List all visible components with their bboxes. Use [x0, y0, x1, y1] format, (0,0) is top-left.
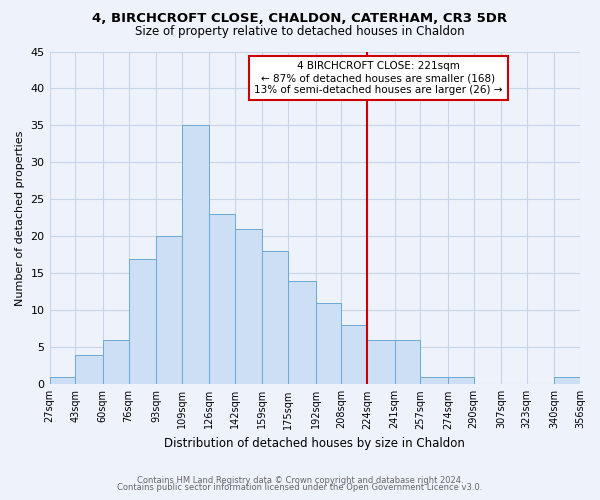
Bar — [128, 258, 156, 384]
Bar — [288, 281, 316, 384]
Bar — [367, 340, 395, 384]
Bar — [421, 377, 448, 384]
Bar — [156, 236, 182, 384]
Bar — [76, 354, 103, 384]
Bar — [262, 251, 288, 384]
Bar — [103, 340, 128, 384]
X-axis label: Distribution of detached houses by size in Chaldon: Distribution of detached houses by size … — [164, 437, 465, 450]
Bar — [448, 377, 473, 384]
Bar — [182, 126, 209, 384]
Bar — [395, 340, 421, 384]
Text: Contains public sector information licensed under the Open Government Licence v3: Contains public sector information licen… — [118, 484, 482, 492]
Bar — [50, 377, 76, 384]
Bar — [209, 214, 235, 384]
Bar — [316, 303, 341, 384]
Text: 4, BIRCHCROFT CLOSE, CHALDON, CATERHAM, CR3 5DR: 4, BIRCHCROFT CLOSE, CHALDON, CATERHAM, … — [92, 12, 508, 26]
Text: Contains HM Land Registry data © Crown copyright and database right 2024.: Contains HM Land Registry data © Crown c… — [137, 476, 463, 485]
Bar — [235, 229, 262, 384]
Y-axis label: Number of detached properties: Number of detached properties — [15, 130, 25, 306]
Bar — [554, 377, 580, 384]
Text: Size of property relative to detached houses in Chaldon: Size of property relative to detached ho… — [135, 25, 465, 38]
Bar — [341, 325, 367, 384]
Text: 4 BIRCHCROFT CLOSE: 221sqm
← 87% of detached houses are smaller (168)
13% of sem: 4 BIRCHCROFT CLOSE: 221sqm ← 87% of deta… — [254, 62, 503, 94]
